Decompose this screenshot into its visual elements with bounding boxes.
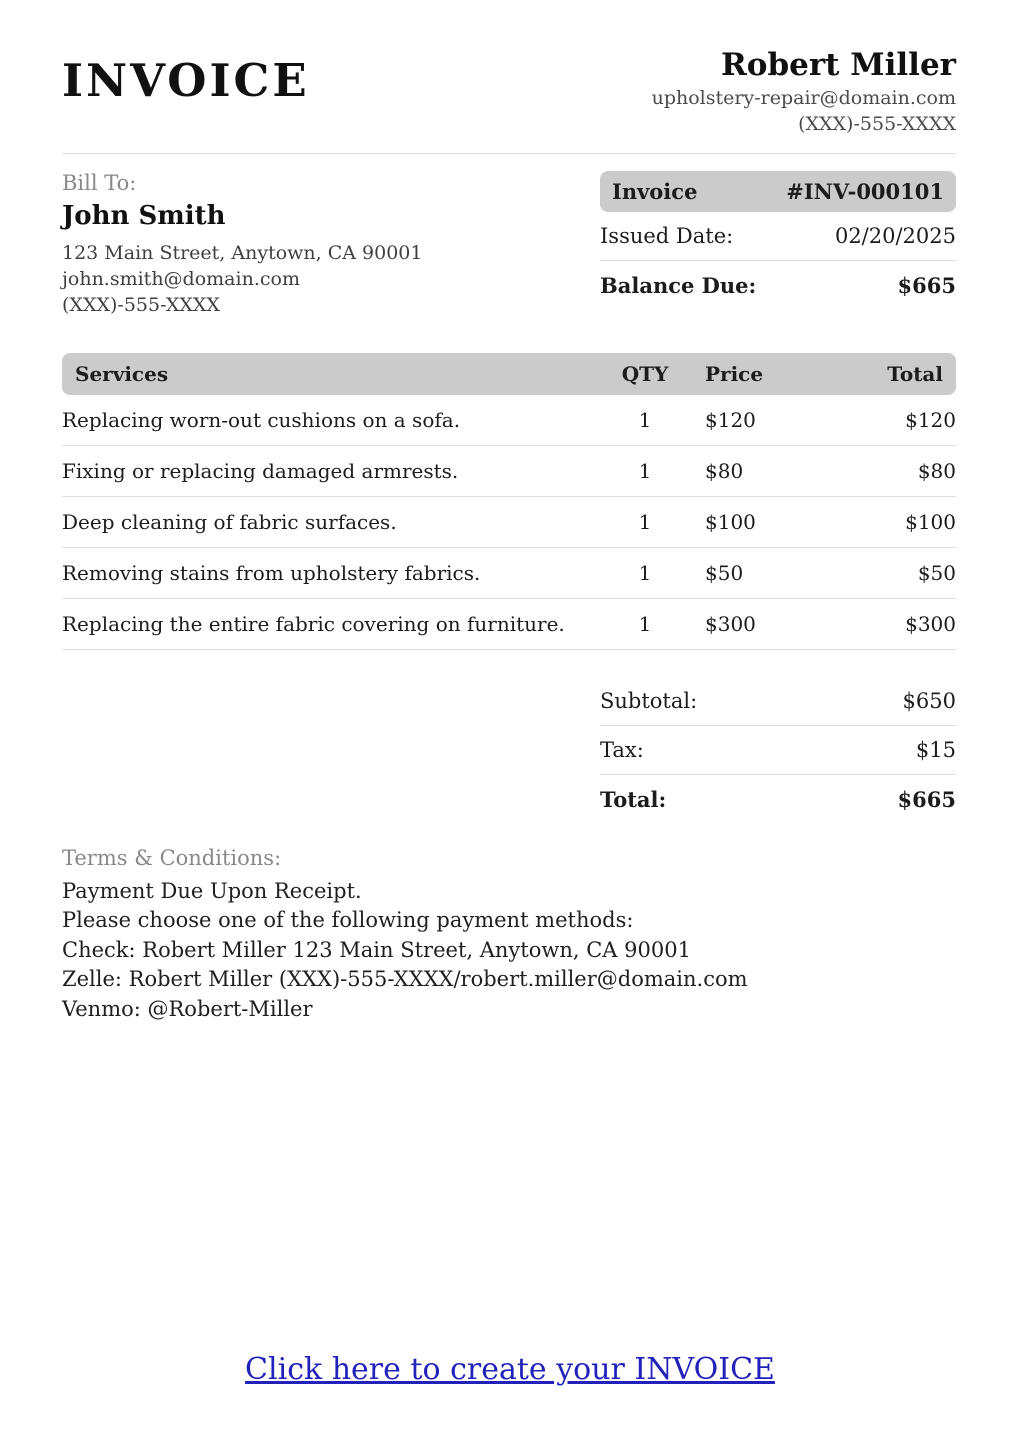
issued-date-label: Issued Date: xyxy=(600,223,734,248)
terms-block: Terms & Conditions: Payment Due Upon Rec… xyxy=(62,846,956,1025)
service-price: $300 xyxy=(705,611,756,636)
invoice-number: #INV-000101 xyxy=(786,178,944,204)
table-row: Replacing worn-out cushions on a sofa. 1… xyxy=(62,395,956,446)
customer-name: John Smith xyxy=(62,200,226,231)
service-total: $80 xyxy=(917,458,956,483)
bill-to-label: Bill To: xyxy=(62,170,137,195)
terms-line: Please choose one of the following payme… xyxy=(62,908,634,933)
service-total: $100 xyxy=(905,509,956,534)
header-divider xyxy=(62,152,956,154)
header-qty: QTY xyxy=(621,361,669,386)
billing-section: Bill To: John Smith 123 Main Street, Any… xyxy=(62,170,956,319)
service-qty: 1 xyxy=(638,509,652,534)
table-row: Replacing the entire fabric covering on … xyxy=(62,599,956,650)
bill-to-block: Bill To: John Smith 123 Main Street, Any… xyxy=(62,171,422,319)
service-description: Replacing worn-out cushions on a sofa. xyxy=(62,407,461,432)
business-phone: (XXX)-555-XXXX xyxy=(798,113,956,136)
page-title: INVOICE xyxy=(62,54,310,107)
tax-value: $15 xyxy=(915,737,956,762)
balance-due-value: $665 xyxy=(897,272,956,298)
header-price: Price xyxy=(705,361,764,386)
invoice-number-bar: Invoice #INV-000101 xyxy=(600,170,956,212)
service-price: $80 xyxy=(705,458,744,483)
service-qty: 1 xyxy=(638,560,652,585)
total-value: $665 xyxy=(897,786,956,812)
create-invoice-link[interactable]: Click here to create your INVOICE xyxy=(245,1352,775,1387)
header-total: Total xyxy=(887,361,943,386)
table-row: Fixing or replacing damaged armrests. 1 … xyxy=(62,446,956,497)
service-qty: 1 xyxy=(638,458,652,483)
customer-email: john.smith@domain.com xyxy=(62,268,300,291)
total-label: Total: xyxy=(600,786,667,812)
header: INVOICE Robert Miller upholstery-repair@… xyxy=(62,46,956,138)
business-info: Robert Miller upholstery-repair@domain.c… xyxy=(652,46,956,138)
footer: Click here to create your INVOICE xyxy=(0,1352,1020,1387)
balance-due-row: Balance Due: $665 xyxy=(600,261,956,310)
service-price: $120 xyxy=(705,407,756,432)
totals-block: Subtotal: $650 Tax: $15 Total: $665 xyxy=(600,677,956,824)
invoice-label: Invoice xyxy=(612,178,698,204)
service-description: Replacing the entire fabric covering on … xyxy=(62,611,565,636)
service-price: $100 xyxy=(705,509,756,534)
header-services: Services xyxy=(75,361,169,386)
table-row: Removing stains from upholstery fabrics.… xyxy=(62,548,956,599)
service-total: $120 xyxy=(905,407,956,432)
issued-date-row: Issued Date: 02/20/2025 xyxy=(600,212,956,261)
service-description: Removing stains from upholstery fabrics. xyxy=(62,560,481,585)
terms-line: Check: Robert Miller 123 Main Street, An… xyxy=(62,937,691,962)
subtotal-label: Subtotal: xyxy=(600,688,698,713)
terms-line: Venmo: @Robert-Miller xyxy=(62,997,313,1022)
business-name: Robert Miller xyxy=(721,47,956,83)
balance-due-label: Balance Due: xyxy=(600,272,757,298)
services-table: Services QTY Price Total Replacing worn-… xyxy=(62,352,956,650)
service-description: Fixing or replacing damaged armrests. xyxy=(62,458,459,483)
subtotal-row: Subtotal: $650 xyxy=(600,677,956,726)
terms-label: Terms & Conditions: xyxy=(62,845,282,870)
total-row: Total: $665 xyxy=(600,775,956,824)
tax-label: Tax: xyxy=(600,737,644,762)
terms-line: Zelle: Robert Miller (XXX)-555-XXXX/robe… xyxy=(62,967,748,992)
service-total: $50 xyxy=(917,560,956,585)
service-price: $50 xyxy=(705,560,744,585)
subtotal-value: $650 xyxy=(902,688,956,713)
service-total: $300 xyxy=(905,611,956,636)
customer-phone: (XXX)-555-XXXX xyxy=(62,294,220,317)
terms-line: Payment Due Upon Receipt. xyxy=(62,878,362,903)
issued-date-value: 02/20/2025 xyxy=(834,223,956,248)
service-qty: 1 xyxy=(638,611,652,636)
customer-address: 123 Main Street, Anytown, CA 90001 xyxy=(62,241,423,264)
service-description: Deep cleaning of fabric surfaces. xyxy=(62,509,397,534)
service-qty: 1 xyxy=(638,407,652,432)
services-table-header: Services QTY Price Total xyxy=(62,352,956,395)
business-email: upholstery-repair@domain.com xyxy=(651,86,956,109)
tax-row: Tax: $15 xyxy=(600,726,956,775)
invoice-meta-block: Invoice #INV-000101 Issued Date: 02/20/2… xyxy=(600,170,956,319)
table-row: Deep cleaning of fabric surfaces. 1 $100… xyxy=(62,497,956,548)
